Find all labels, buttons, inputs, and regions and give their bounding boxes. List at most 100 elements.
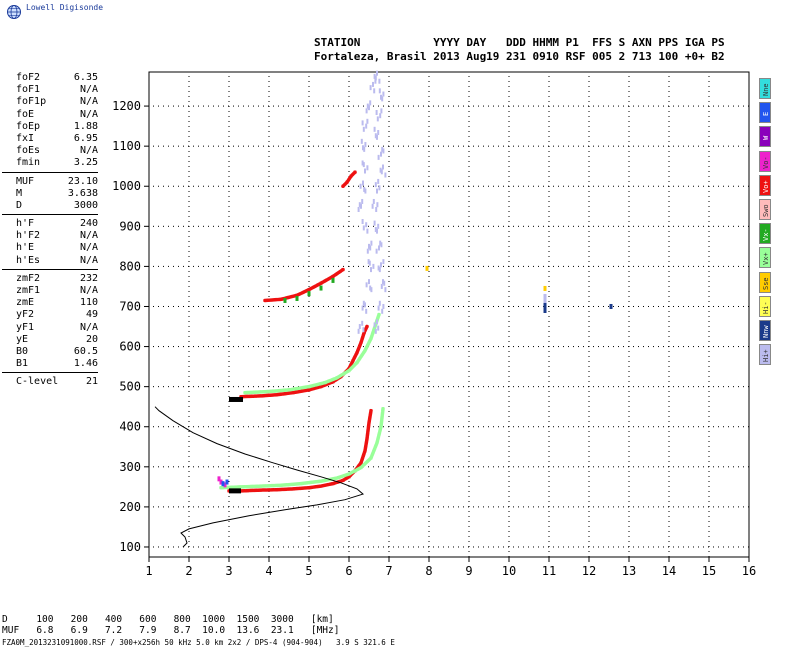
param-label: h'F xyxy=(16,218,35,230)
grid-dot xyxy=(308,431,310,432)
grid-dot xyxy=(633,105,634,107)
grid-dot xyxy=(348,211,350,212)
grid-dot xyxy=(548,191,550,192)
grid-dot xyxy=(588,81,590,82)
x-tick-label: 13 xyxy=(622,564,636,578)
grid-dot xyxy=(593,185,594,187)
grid-dot xyxy=(348,96,350,97)
electron-density-profile xyxy=(154,406,365,548)
grid-dot xyxy=(588,96,590,97)
grid-dot xyxy=(708,91,710,92)
grid-dot xyxy=(548,241,550,242)
grid-dot xyxy=(348,401,350,402)
grid-dot xyxy=(388,116,390,117)
grid-dot xyxy=(158,346,159,348)
grid-dot xyxy=(438,466,439,468)
grid-dot xyxy=(193,386,194,388)
grid-dot xyxy=(548,491,550,492)
grid-dot xyxy=(693,546,694,548)
grid-dot xyxy=(268,116,270,117)
grid-dot xyxy=(708,216,710,217)
series-vxminus-point xyxy=(331,277,335,283)
grid-dot xyxy=(528,265,529,267)
grid-dot xyxy=(358,265,359,267)
grid-dot xyxy=(188,271,190,272)
grid-dot xyxy=(618,265,619,267)
y-tick-label: 1000 xyxy=(112,179,141,193)
grid-dot xyxy=(188,156,190,157)
grid-dot xyxy=(348,291,350,292)
grid-dot xyxy=(343,346,344,348)
grid-dot xyxy=(728,265,729,267)
grid-dot xyxy=(508,331,510,332)
grid-dot xyxy=(348,351,350,352)
grid-dot xyxy=(708,526,710,527)
grid-dot xyxy=(268,541,270,542)
brand-logo: Lowell Digisonde xyxy=(4,2,124,22)
grid-dot xyxy=(428,496,430,497)
grid-dot xyxy=(668,391,670,392)
grid-dot xyxy=(668,126,670,127)
grid-dot xyxy=(508,256,510,257)
grid-dot xyxy=(308,526,310,527)
grid-dot xyxy=(668,341,670,342)
grid-dot xyxy=(708,506,709,508)
param-label: M xyxy=(16,187,23,199)
grid-dot xyxy=(698,426,699,428)
grid-dot xyxy=(193,145,194,147)
grid-dot xyxy=(538,386,539,388)
grid-dot xyxy=(258,426,259,428)
grid-dot xyxy=(468,526,470,527)
grid-dot xyxy=(333,346,334,348)
grid-dot xyxy=(303,265,304,267)
grid-dot xyxy=(173,426,174,428)
grid-dot xyxy=(498,426,499,428)
grid-dot xyxy=(213,145,214,147)
grid-dot xyxy=(523,305,524,307)
grid-dot xyxy=(683,305,684,307)
grid-dot xyxy=(228,546,229,548)
grid-dot xyxy=(508,426,509,428)
grid-dot xyxy=(248,265,249,267)
grid-dot xyxy=(613,466,614,468)
grid-dot xyxy=(303,346,304,348)
grid-dot xyxy=(453,145,454,147)
param-value: N/A xyxy=(79,145,98,157)
grid-dot xyxy=(508,511,510,512)
grid-dot xyxy=(408,426,409,428)
grid-dot xyxy=(388,181,390,182)
grid-dot xyxy=(198,225,199,227)
grid-dot xyxy=(178,546,179,548)
series-voplus-point xyxy=(353,170,357,174)
grid-dot xyxy=(633,185,634,187)
grid-dot xyxy=(178,185,179,187)
grid-dot xyxy=(328,506,329,508)
grid-dot xyxy=(743,185,744,187)
legend-swatch-swo: Swo xyxy=(759,198,771,220)
grid-dot xyxy=(628,361,630,362)
grid-dot xyxy=(493,466,494,468)
grid-dot xyxy=(348,256,350,257)
series-hiplus-point xyxy=(378,185,381,191)
grid-dot xyxy=(328,225,329,227)
grid-dot xyxy=(448,506,449,508)
series-hiplus-point xyxy=(374,328,377,334)
grid-dot xyxy=(343,225,344,227)
grid-dot xyxy=(228,511,230,512)
grid-dot xyxy=(153,145,154,147)
grid-dot xyxy=(723,305,724,307)
grid-dot xyxy=(588,271,590,272)
polarization-legend: Nne E W Vo- Vo+ Swo Vx- Vx+ Sse Hi- Nnw Hi+ xyxy=(759,78,772,368)
grid-dot xyxy=(588,346,589,348)
grid-dot xyxy=(308,221,310,222)
grid-dot xyxy=(333,386,334,388)
grid-dot xyxy=(298,426,299,428)
grid-dot xyxy=(603,466,604,468)
grid-dot xyxy=(548,116,550,117)
grid-dot xyxy=(588,366,590,367)
param-row-b0: B0 60.5 xyxy=(2,346,98,358)
grid-dot xyxy=(708,331,710,332)
grid-dot xyxy=(213,426,214,428)
grid-dot xyxy=(188,491,190,492)
grid-dot xyxy=(488,225,489,227)
